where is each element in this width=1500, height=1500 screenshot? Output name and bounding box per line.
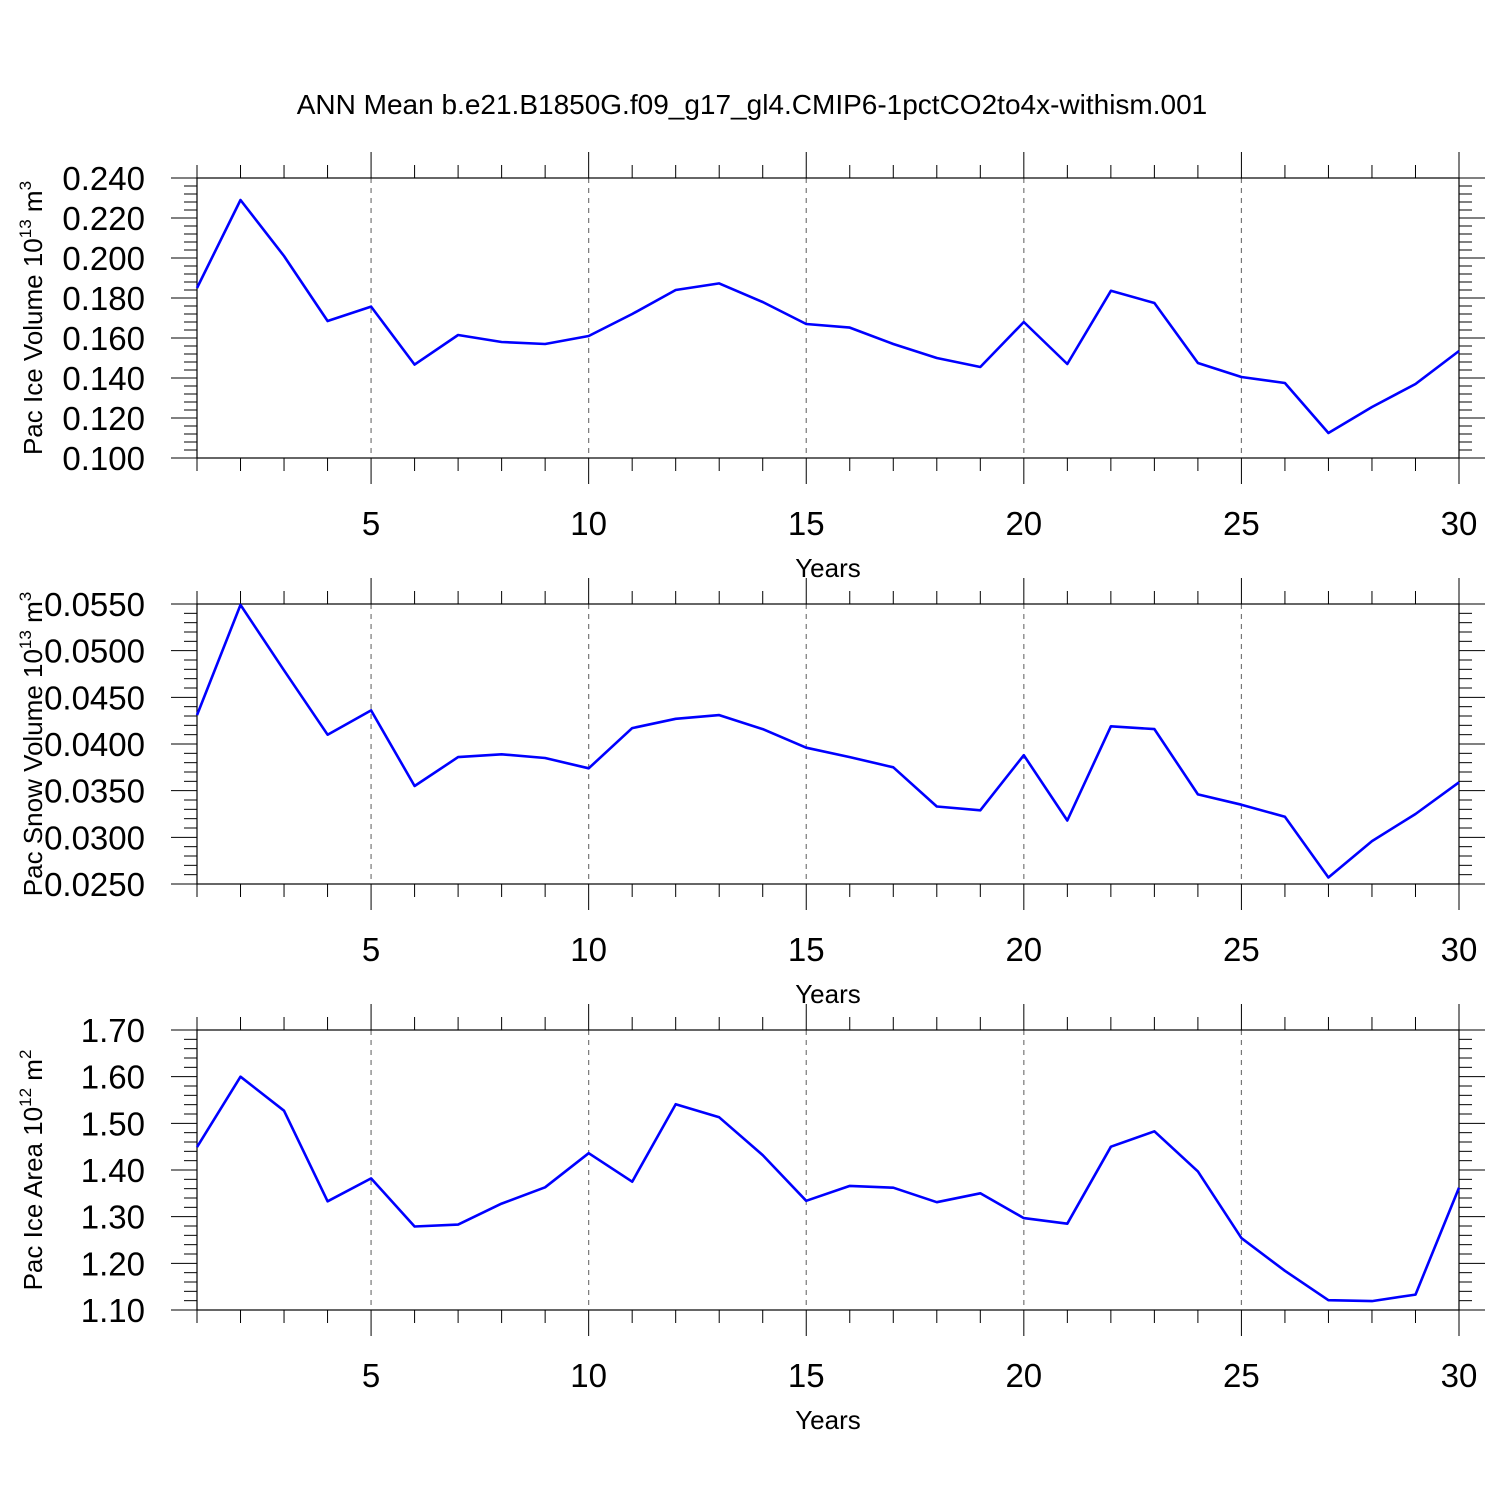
x-tick-label: 20 (1005, 1357, 1042, 1394)
y-axis-label-part: m (18, 601, 48, 630)
plot-frame (196, 177, 1460, 459)
y-tick-label: 0.160 (62, 320, 145, 357)
y-tick-label: 1.60 (81, 1059, 145, 1096)
y-tick-label: 0.0250 (44, 866, 145, 903)
y-tick-label: 0.180 (62, 280, 145, 317)
y-tick-label: 0.0350 (44, 773, 145, 810)
y-tick-label: 0.220 (62, 200, 145, 237)
panel-2: 0.0250 0.0300 0.0350 0.0400 0.0450 0.0500 0.05… (16, 578, 1485, 1009)
y-axis-label-part: m (18, 1059, 48, 1088)
x-tick-label: 5 (362, 505, 380, 542)
x-tick-label: 25 (1223, 931, 1260, 968)
y-axis-label: Pac Ice Volume 1013 m3 (16, 181, 48, 455)
x-tick-label: 30 (1441, 505, 1478, 542)
y-axis-label: Pac Ice Area 1012 m2 (16, 1050, 48, 1291)
x-tick-label: 5 (362, 931, 380, 968)
x-tick-label: 10 (570, 931, 607, 968)
y-tick-label: 0.100 (62, 440, 145, 477)
x-tick-label: 20 (1005, 931, 1042, 968)
y-axis-label-part: Pac Ice Area 10 (18, 1107, 48, 1291)
y-tick-label: 0.0400 (44, 726, 145, 763)
y-tick-label: 0.200 (62, 240, 145, 277)
y-tick-label: 1.20 (81, 1245, 145, 1282)
x-axis-label: Years (795, 979, 861, 1009)
x-tick-label: 30 (1441, 931, 1478, 968)
y-axis-label-superscript: 3 (16, 592, 35, 601)
y-axis-label-superscript: 3 (16, 181, 35, 190)
x-tick-label: 15 (788, 1357, 825, 1394)
x-tick-label: 20 (1005, 505, 1042, 542)
x-tick-label: 5 (362, 1357, 380, 1394)
panels: 0.1000.1200.1400.1600.1800.2000.2200.240… (16, 152, 1485, 1435)
plot-frame (196, 1029, 1460, 1311)
y-tick-label: 0.0300 (44, 819, 145, 856)
panel-3: 1.10 1.20 1.30 1.40 1.50 1.60 1.70 5 10 15 20 25 30 Y… (16, 1004, 1485, 1435)
plot-frame (196, 603, 1460, 885)
y-tick-label: 0.0500 (44, 633, 145, 670)
y-axis-label-superscript: 12 (16, 1088, 35, 1107)
chart-title: ANN Mean b.e21.B1850G.f09_g17_gl4.CMIP6-… (297, 89, 1208, 120)
x-axis-label: Years (795, 553, 861, 583)
y-tick-label: 1.70 (81, 1012, 145, 1049)
y-axis-label-superscript: 2 (16, 1050, 35, 1059)
y-tick-label: 1.40 (81, 1152, 145, 1189)
x-tick-label: 10 (570, 505, 607, 542)
y-tick-label: 0.140 (62, 360, 145, 397)
x-axis-label: Years (795, 1405, 861, 1435)
x-tick-label: 25 (1223, 1357, 1260, 1394)
x-tick-label: 15 (788, 505, 825, 542)
y-tick-label: 0.0550 (44, 586, 145, 623)
y-tick-label: 0.240 (62, 160, 145, 197)
series-line (195, 198, 1460, 435)
x-tick-label: 30 (1441, 1357, 1478, 1394)
y-axis-label-part: Pac Snow Volume 10 (18, 649, 48, 896)
series-line (195, 603, 1460, 879)
y-tick-label: 1.30 (81, 1199, 145, 1236)
y-axis-label-superscript: 13 (16, 219, 35, 238)
x-tick-label: 15 (788, 931, 825, 968)
y-tick-label: 0.120 (62, 400, 145, 437)
x-tick-label: 25 (1223, 505, 1260, 542)
y-axis-label: Pac Snow Volume 1013 m3 (16, 592, 48, 896)
y-tick-label: 0.0450 (44, 679, 145, 716)
panel-1: 0.1000.1200.1400.1600.1800.2000.2200.240… (16, 152, 1485, 583)
y-axis-label-part: m (18, 190, 48, 219)
y-tick-label: 1.50 (81, 1105, 145, 1142)
series-line (195, 1075, 1461, 1303)
x-tick-label: 10 (570, 1357, 607, 1394)
y-axis-label-superscript: 13 (16, 630, 35, 649)
y-tick-label: 1.10 (81, 1292, 145, 1329)
y-axis-label-part: Pac Ice Volume 10 (18, 238, 48, 455)
